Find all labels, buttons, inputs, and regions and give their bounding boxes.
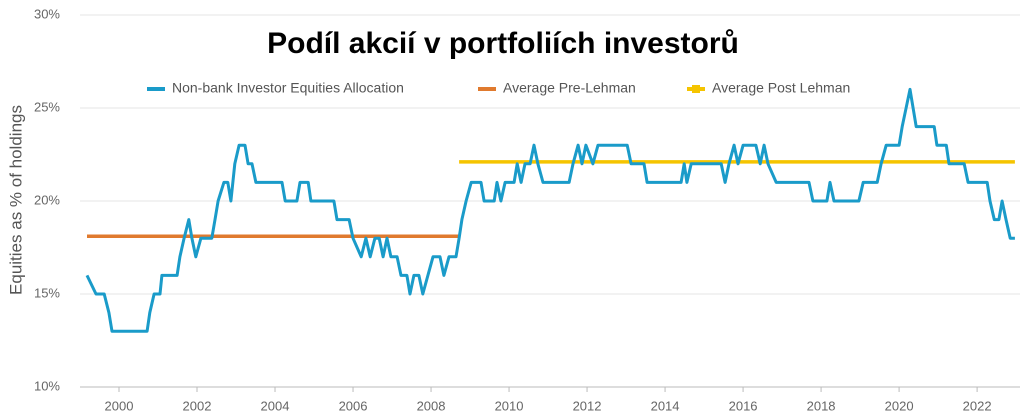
y-axis-label: Equities as % of holdings (6, 105, 25, 295)
x-tick-label: 2004 (261, 398, 290, 413)
y-tick-label: 15% (34, 285, 60, 300)
chart-title: Podíl akcií v portfoliích investorů (267, 27, 739, 60)
legend-label: Average Post Lehman (712, 80, 850, 96)
x-tick-label: 2000 (105, 398, 134, 413)
legend-label: Average Pre-Lehman (503, 80, 636, 96)
x-tick-label: 2002 (183, 398, 212, 413)
legend-swatch-marker (692, 85, 700, 93)
x-tick-label: 2010 (495, 398, 524, 413)
x-tick-label: 2016 (729, 398, 758, 413)
y-tick-label: 20% (34, 192, 60, 207)
y-tick-label: 30% (34, 6, 60, 21)
x-tick-label: 2006 (339, 398, 368, 413)
x-tick-label: 2014 (651, 398, 680, 413)
x-tick-label: 2022 (963, 398, 992, 413)
y-tick-label: 25% (34, 99, 60, 114)
series-line (85, 87, 1015, 333)
x-tick-label: 2012 (573, 398, 602, 413)
y-tick-label: 10% (34, 378, 60, 393)
x-tick-label: 2008 (417, 398, 446, 413)
x-tick-label: 2020 (885, 398, 914, 413)
x-tick-label: 2018 (807, 398, 836, 413)
legend-label: Non-bank Investor Equities Allocation (172, 80, 404, 96)
